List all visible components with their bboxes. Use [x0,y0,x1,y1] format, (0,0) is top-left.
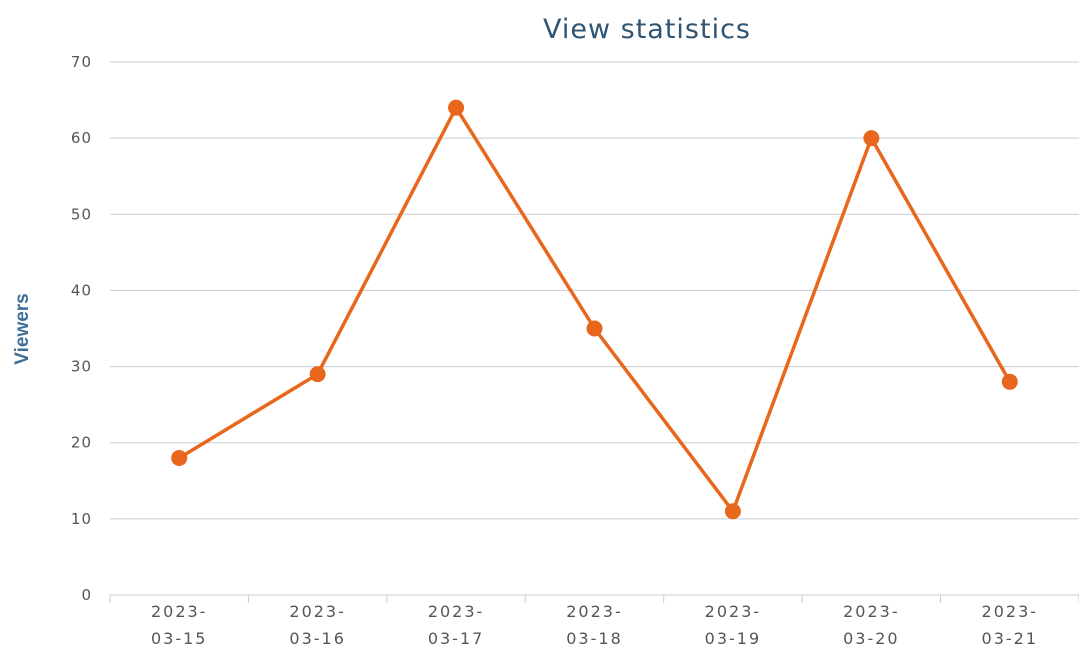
data-point[interactable] [1001,373,1018,390]
y-tick-label: 40 [71,281,92,299]
x-tick-label: 2023- 03-16 [289,602,346,646]
data-point[interactable] [724,503,741,520]
series-layer [171,99,1018,520]
x-tick-label: 2023- 03-21 [982,602,1039,646]
x-tick-label: 2023- 03-20 [843,602,900,646]
y-tick-label: 60 [71,129,92,147]
y-tick-label: 50 [71,205,92,223]
x-tick-label: 2023- 03-19 [705,602,762,646]
x-tick-label-line: 03-20 [843,629,900,646]
x-axis-ticks: 2023- 03-15 2023- 03-16 2023- 03-17 2023- 03-18… [109,595,1079,646]
x-tick-label-line: 2023- [428,602,485,621]
chart-title: View statistics [543,14,751,45]
x-tick-label-line: 03-15 [151,629,208,646]
x-tick-label-line: 2023- [289,602,346,621]
x-tick-label-line: 03-17 [428,629,485,646]
x-tick-label-line: 03-18 [566,629,623,646]
y-tick-label: 70 [71,53,92,71]
y-tick-label: 0 [81,586,92,604]
data-point[interactable] [309,366,326,383]
series-line [178,105,1012,513]
x-tick-label: 2023- 03-17 [428,602,485,646]
x-tick-label: 2023- 03-18 [566,602,623,646]
x-tick-label-line: 03-21 [982,629,1039,646]
gridlines [110,61,1079,596]
y-tick-label: 10 [71,510,92,528]
y-tick-label: 20 [71,434,92,452]
x-tick-label-line: 2023- [151,602,208,621]
data-point[interactable] [171,449,188,466]
x-tick-label: 2023- 03-15 [151,602,208,646]
x-tick-label-line: 2023- [566,602,623,621]
x-tick-label-line: 2023- [843,602,900,621]
x-tick-label-line: 2023- [705,602,762,621]
x-tick-label-line: 03-16 [289,629,346,646]
y-axis-ticks: 0 10 20 30 40 50 60 70 [71,53,92,604]
y-tick-label: 30 [71,358,92,376]
x-tick-label-line: 03-19 [705,629,762,646]
data-point[interactable] [586,320,603,337]
data-point[interactable] [448,99,465,116]
data-point[interactable] [863,130,880,147]
x-tick-label-line: 2023- [982,602,1039,621]
y-axis-label: Viewers [12,293,33,364]
